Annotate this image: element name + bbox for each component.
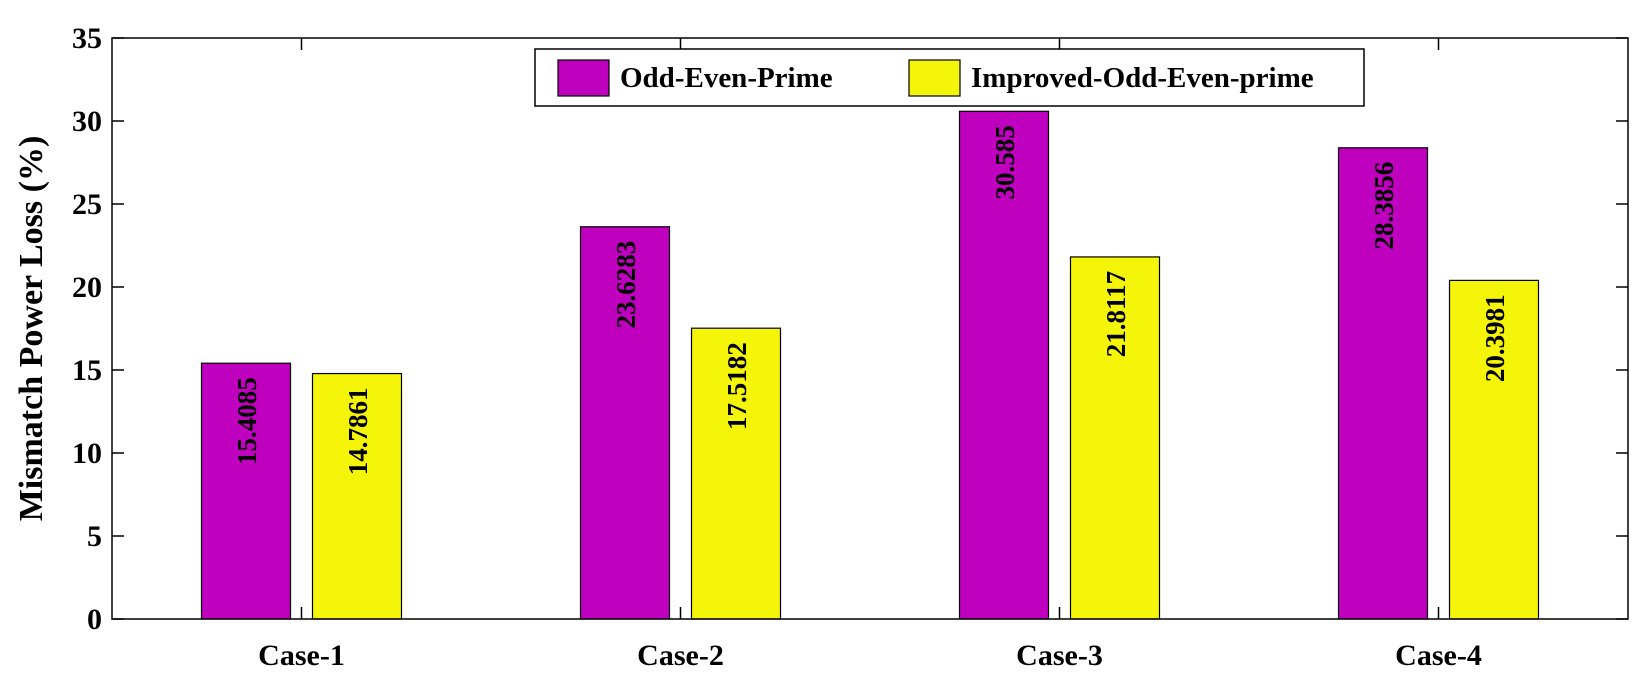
bar-odd-even-prime bbox=[200, 362, 292, 620]
plot-frame bbox=[111, 37, 1629, 620]
bar-improved-odd-even-prime bbox=[1069, 256, 1161, 620]
bar-value-label: 15.4085 bbox=[232, 377, 262, 465]
bar-odd-even-prime bbox=[958, 110, 1050, 620]
y-axis-title: Mismatch Power Loss (%) bbox=[13, 136, 50, 522]
bar-improved-odd-even-prime bbox=[1448, 279, 1540, 620]
legend-swatch bbox=[908, 59, 961, 97]
y-tick-label: 35 bbox=[72, 22, 102, 55]
bar-value-label: 21.8117 bbox=[1101, 271, 1131, 357]
y-tick-label: 0 bbox=[87, 603, 102, 636]
bar-value-label: 20.3981 bbox=[1480, 294, 1510, 382]
y-tick-label: 25 bbox=[72, 188, 102, 221]
y-tick-label: 30 bbox=[72, 105, 102, 138]
x-category-label: Case-3 bbox=[1016, 639, 1103, 672]
bar-value-label: 30.585 bbox=[990, 125, 1020, 199]
bar-value-label: 23.6283 bbox=[611, 241, 641, 329]
legend-label: Improved-Odd-Even-prime bbox=[971, 62, 1314, 94]
x-category-label: Case-4 bbox=[1395, 639, 1482, 672]
y-tick-label: 15 bbox=[72, 354, 102, 387]
bar-improved-odd-even-prime bbox=[690, 327, 782, 620]
x-category-label: Case-1 bbox=[258, 639, 345, 672]
bar-odd-even-prime bbox=[579, 226, 671, 620]
y-tick-label: 10 bbox=[72, 437, 102, 470]
bar-value-label: 14.7861 bbox=[343, 388, 373, 476]
y-tick-label: 20 bbox=[72, 271, 102, 304]
bar-improved-odd-even-prime bbox=[311, 372, 403, 620]
bar-value-label: 28.3856 bbox=[1369, 162, 1399, 250]
x-category-label: Case-2 bbox=[637, 639, 724, 672]
bar-value-label: 17.5182 bbox=[722, 342, 752, 430]
y-tick-label: 5 bbox=[87, 520, 102, 553]
legend-label: Odd-Even-Prime bbox=[620, 62, 833, 94]
legend-swatch bbox=[557, 59, 610, 97]
